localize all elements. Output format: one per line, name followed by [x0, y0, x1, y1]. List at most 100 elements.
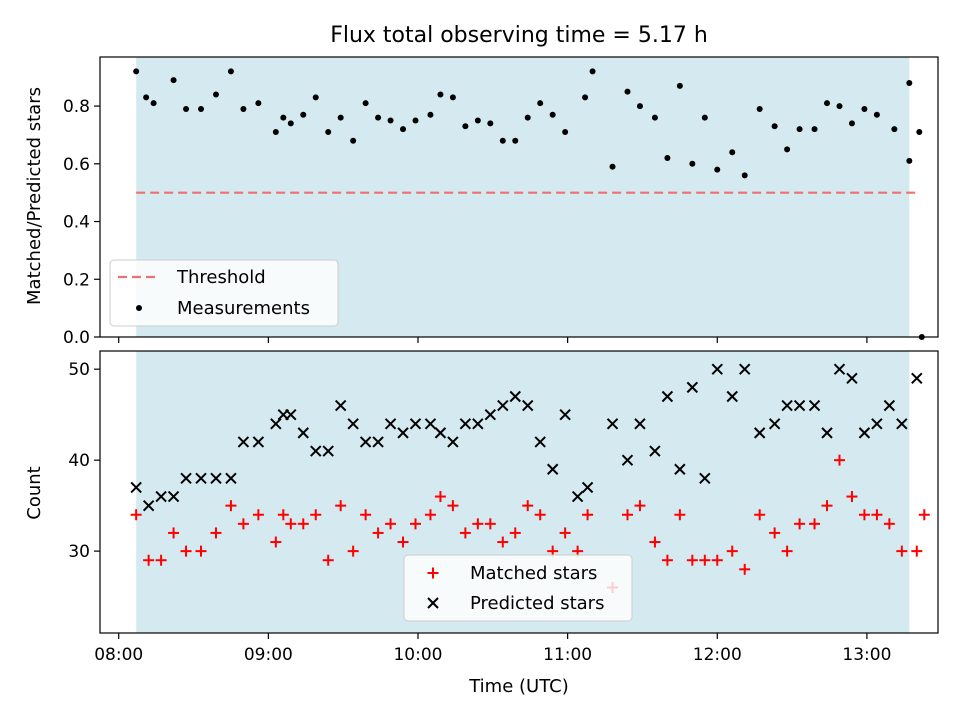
matched-star-point [225, 500, 237, 512]
measurement-point [350, 137, 357, 144]
measurement-point [362, 100, 369, 107]
measurement-point [280, 114, 287, 121]
predicted-star-point [606, 418, 619, 430]
predicted-star-point [424, 418, 437, 430]
measurement-point [499, 137, 506, 144]
measurement-point [227, 68, 234, 75]
matched-star-point [509, 527, 521, 539]
predicted-star-point [833, 363, 846, 375]
legend-matched-swatch [427, 567, 439, 579]
predicted-star-point [911, 372, 923, 384]
matched-star-point [130, 509, 142, 521]
predicted-star-point [497, 399, 509, 412]
matched-star-point [434, 491, 446, 503]
measurement-point [325, 129, 332, 136]
measurement-point [375, 114, 382, 121]
matched-star-point [168, 527, 180, 539]
predicted-star-point [522, 399, 534, 412]
predicted-star-point [699, 472, 711, 485]
measurement-point [462, 123, 469, 130]
top-y-axis-label: Matched/Predicted stars [24, 87, 45, 305]
predicted-star-point [621, 454, 634, 466]
matched-star-point [195, 545, 207, 557]
top-y-tick-label: 0.0 [63, 328, 90, 348]
predicted-star-point [808, 399, 821, 412]
measurement-point [240, 105, 247, 112]
measurement-point [272, 129, 279, 136]
predicted-star-point [142, 499, 155, 512]
measurement-point [474, 117, 481, 124]
measurement-point [549, 111, 556, 118]
measurement-point [756, 105, 763, 112]
predicted-star-point [858, 427, 871, 439]
measurement-point [701, 114, 708, 121]
bottom-y-tick-label: 30 [68, 542, 90, 562]
top-y-tick-label: 0.4 [63, 213, 90, 233]
measurement-point [198, 105, 205, 112]
matched-star-point [896, 545, 908, 557]
matched-star-point [871, 509, 883, 521]
measurement-point [255, 100, 262, 107]
matched-star-point [360, 509, 372, 521]
predicted-star-point [167, 490, 180, 503]
matched-star-point [674, 509, 686, 521]
matched-star-point [634, 500, 646, 512]
matched-star-point [347, 545, 359, 557]
measurement-point [689, 160, 696, 167]
predicted-star-point [130, 481, 142, 494]
matched-star-point [252, 509, 264, 521]
bottom-legend: Matched stars Predicted stars [403, 554, 633, 622]
matched-star-point [447, 500, 459, 512]
predicted-star-point [270, 418, 282, 430]
predicted-star-point [310, 445, 322, 457]
measurement-point [664, 155, 671, 162]
measurement-point [836, 103, 843, 110]
matched-star-point [559, 527, 571, 539]
matched-star-point [424, 509, 436, 521]
x-tick-label: 09:00 [244, 645, 293, 665]
measurement-point [487, 120, 494, 127]
legend-measurements-label: Measurements [177, 298, 310, 319]
bottom-y-tick-label: 50 [68, 360, 90, 380]
predicted-star-point [661, 390, 674, 403]
predicted-star-point [896, 418, 908, 430]
matched-star-point [883, 518, 895, 530]
predicted-star-point [821, 427, 833, 439]
matched-star-point [911, 545, 923, 557]
measurement-point [906, 157, 913, 164]
predicted-star-point [384, 418, 397, 430]
predicted-star-point [180, 472, 192, 485]
bottom-y-axis-label: Count [24, 466, 45, 519]
matched-star-point [285, 518, 297, 530]
matched-star-point [155, 554, 167, 566]
measurement-point [562, 129, 569, 136]
measurement-point [891, 126, 898, 133]
measurement-point [133, 68, 140, 75]
matched-star-point [711, 554, 723, 566]
legend-measurements-swatch [136, 305, 142, 311]
measurement-point [412, 117, 419, 124]
matched-star-point [335, 500, 347, 512]
predicted-star-point [739, 363, 751, 375]
matched-star-point [534, 509, 546, 521]
bottom-legend-box [403, 554, 633, 622]
measurement-point [537, 100, 544, 107]
predicted-star-point [634, 418, 646, 430]
predicted-star-point [581, 481, 594, 494]
measurement-point [437, 91, 444, 98]
measurement-point [741, 172, 748, 179]
measurement-point [400, 126, 407, 133]
matched-star-point [918, 509, 930, 521]
predicted-star-point [347, 418, 359, 430]
matched-star-point [846, 491, 858, 503]
measurement-point [337, 114, 344, 121]
predicted-star-point [434, 427, 447, 439]
chart-title: Flux total observing time = 5.17 h [330, 23, 708, 48]
measurement-point [427, 111, 434, 118]
predicted-star-point [781, 399, 793, 412]
measurement-point [714, 166, 721, 173]
predicted-star-point [397, 427, 409, 439]
measurement-point [524, 114, 531, 121]
matched-star-point [739, 563, 751, 575]
